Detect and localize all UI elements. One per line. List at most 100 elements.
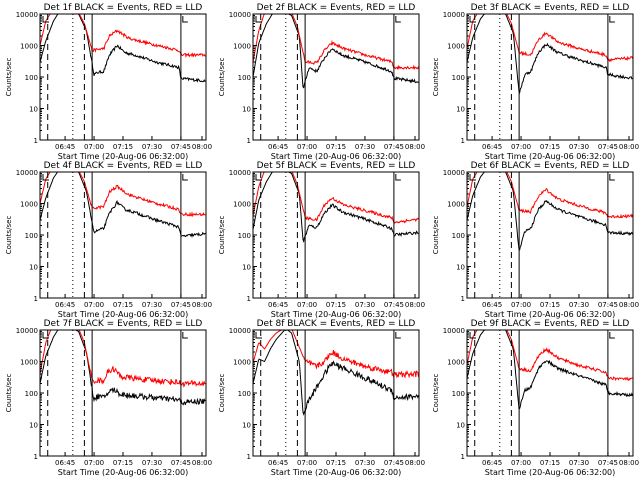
y-axis-label: Counts/sec <box>5 58 13 97</box>
x-tick-label: 07:15 <box>113 459 133 467</box>
y-tick-label: 1000 <box>447 359 465 367</box>
x-tick-label: 07:15 <box>540 301 560 309</box>
x-axis-label: Start Time (20-Aug-06 06:32:00) <box>58 310 189 319</box>
y-axis-label: Counts/sec <box>432 374 440 413</box>
x-tick-label: 06:45 <box>55 143 75 151</box>
x-tick-label: 08:00 <box>405 459 425 467</box>
x-tick-label: 08:00 <box>619 301 639 309</box>
x-tick-label: 08:00 <box>192 459 212 467</box>
panel-title: Det 6f BLACK = Events, RED = LLD <box>471 161 630 171</box>
x-tick-label: 07:00 <box>511 459 531 467</box>
bracket-mark <box>609 16 615 23</box>
panel-1f: Det 1f BLACK = Events, RED = LLD 1 10 100 10… <box>5 3 212 161</box>
y-tick-label: 1 <box>247 295 251 303</box>
y-tick-label: 10 <box>29 264 38 272</box>
y-tick-label: 1000 <box>233 43 251 51</box>
y-tick-label: 10000 <box>16 169 38 177</box>
panel-title: Det 4f BLACK = Events, RED = LLD <box>44 161 203 171</box>
bracket-mark <box>395 174 401 181</box>
x-tick-label: 07:00 <box>297 301 317 309</box>
panel-title: Det 9f BLACK = Events, RED = LLD <box>471 319 630 329</box>
x-tick-label: 06:45 <box>482 301 502 309</box>
bracket-mark <box>469 174 476 181</box>
x-tick-label: 07:15 <box>326 459 346 467</box>
bracket-mark <box>255 174 262 181</box>
y-tick-label: 1 <box>34 137 38 145</box>
x-tick-label: 07:30 <box>355 459 375 467</box>
y-tick-label: 1 <box>247 137 251 145</box>
y-tick-label: 10 <box>29 106 38 114</box>
panel-2f: Det 2f BLACK = Events, RED = LLD 1 10 100 10… <box>218 3 425 161</box>
x-axis-label: Start Time (20-Aug-06 06:32:00) <box>485 468 616 477</box>
y-tick-label: 10000 <box>443 327 465 335</box>
x-tick-label: 06:45 <box>482 459 502 467</box>
y-tick-label: 1000 <box>20 201 38 209</box>
panel-6f: Det 6f BLACK = Events, RED = LLD 1 10 100 10… <box>432 161 639 319</box>
bracket-mark <box>255 16 262 23</box>
x-tick-label: 06:45 <box>268 459 288 467</box>
panel-title: Det 5f BLACK = Events, RED = LLD <box>257 161 416 171</box>
panel-title: Det 3f BLACK = Events, RED = LLD <box>471 3 630 13</box>
panel-title: Det 1f BLACK = Events, RED = LLD <box>44 3 203 13</box>
x-tick-label: 07:30 <box>142 143 162 151</box>
y-tick-label: 10000 <box>16 11 38 19</box>
x-tick-label: 08:00 <box>405 301 425 309</box>
x-tick-label: 07:00 <box>297 143 317 151</box>
y-axis-label: Counts/sec <box>432 58 440 97</box>
panel-5f: Det 5f BLACK = Events, RED = LLD 1 10 100 10… <box>218 161 425 319</box>
x-tick-label: 07:45 <box>384 459 404 467</box>
series-line-events <box>252 329 419 416</box>
y-tick-label: 1000 <box>20 359 38 367</box>
bracket-mark <box>395 16 401 23</box>
y-tick-label: 100 <box>25 390 38 398</box>
x-tick-label: 07:15 <box>113 143 133 151</box>
y-tick-label: 1 <box>461 295 465 303</box>
panel-title: Det 7f BLACK = Events, RED = LLD <box>44 319 203 329</box>
x-tick-label: 07:30 <box>569 459 589 467</box>
x-tick-label: 07:45 <box>384 143 404 151</box>
x-tick-label: 08:00 <box>405 143 425 151</box>
x-tick-label: 06:45 <box>55 459 75 467</box>
y-tick-label: 10000 <box>229 11 251 19</box>
x-tick-label: 07:30 <box>355 301 375 309</box>
x-tick-label: 08:00 <box>619 459 639 467</box>
x-tick-label: 07:00 <box>84 301 104 309</box>
bracket-mark <box>609 174 615 181</box>
x-tick-label: 06:45 <box>268 143 288 151</box>
x-tick-label: 07:45 <box>171 459 191 467</box>
bracket-mark <box>182 332 188 339</box>
x-tick-label: 06:45 <box>482 143 502 151</box>
y-axis-label: Counts/sec <box>218 216 226 255</box>
panel-9f: Det 9f BLACK = Events, RED = LLD 1 10 100 10… <box>432 319 639 477</box>
y-tick-label: 1000 <box>447 43 465 51</box>
x-axis-label: Start Time (20-Aug-06 06:32:00) <box>271 152 402 161</box>
x-tick-label: 07:00 <box>84 459 104 467</box>
x-tick-label: 06:45 <box>55 301 75 309</box>
x-axis-label: Start Time (20-Aug-06 06:32:00) <box>58 152 189 161</box>
y-tick-label: 10 <box>242 422 251 430</box>
y-tick-label: 100 <box>238 74 251 82</box>
y-tick-label: 1 <box>247 453 251 461</box>
x-tick-label: 06:45 <box>268 301 288 309</box>
y-tick-label: 10 <box>242 264 251 272</box>
y-tick-label: 100 <box>238 390 251 398</box>
y-axis-label: Counts/sec <box>5 374 13 413</box>
x-axis-label: Start Time (20-Aug-06 06:32:00) <box>271 468 402 477</box>
x-axis-label: Start Time (20-Aug-06 06:32:00) <box>485 152 616 161</box>
x-axis-label: Start Time (20-Aug-06 06:32:00) <box>485 310 616 319</box>
panel-title: Det 2f BLACK = Events, RED = LLD <box>257 3 416 13</box>
y-tick-label: 10000 <box>16 327 38 335</box>
panel-3f: Det 3f BLACK = Events, RED = LLD 1 10 100 10… <box>432 3 639 161</box>
bracket-mark <box>182 174 188 181</box>
panel-8f: Det 8f BLACK = Events, RED = LLD 1 10 100 10… <box>218 319 425 477</box>
y-tick-label: 1 <box>461 453 465 461</box>
y-tick-label: 10000 <box>443 169 465 177</box>
bracket-mark <box>255 332 262 339</box>
x-tick-label: 07:45 <box>598 459 618 467</box>
panel-7f: Det 7f BLACK = Events, RED = LLD 1 10 100 10… <box>5 319 212 477</box>
y-tick-label: 100 <box>25 74 38 82</box>
bracket-mark <box>395 332 401 339</box>
bracket-mark <box>42 174 49 181</box>
x-tick-label: 07:00 <box>84 143 104 151</box>
